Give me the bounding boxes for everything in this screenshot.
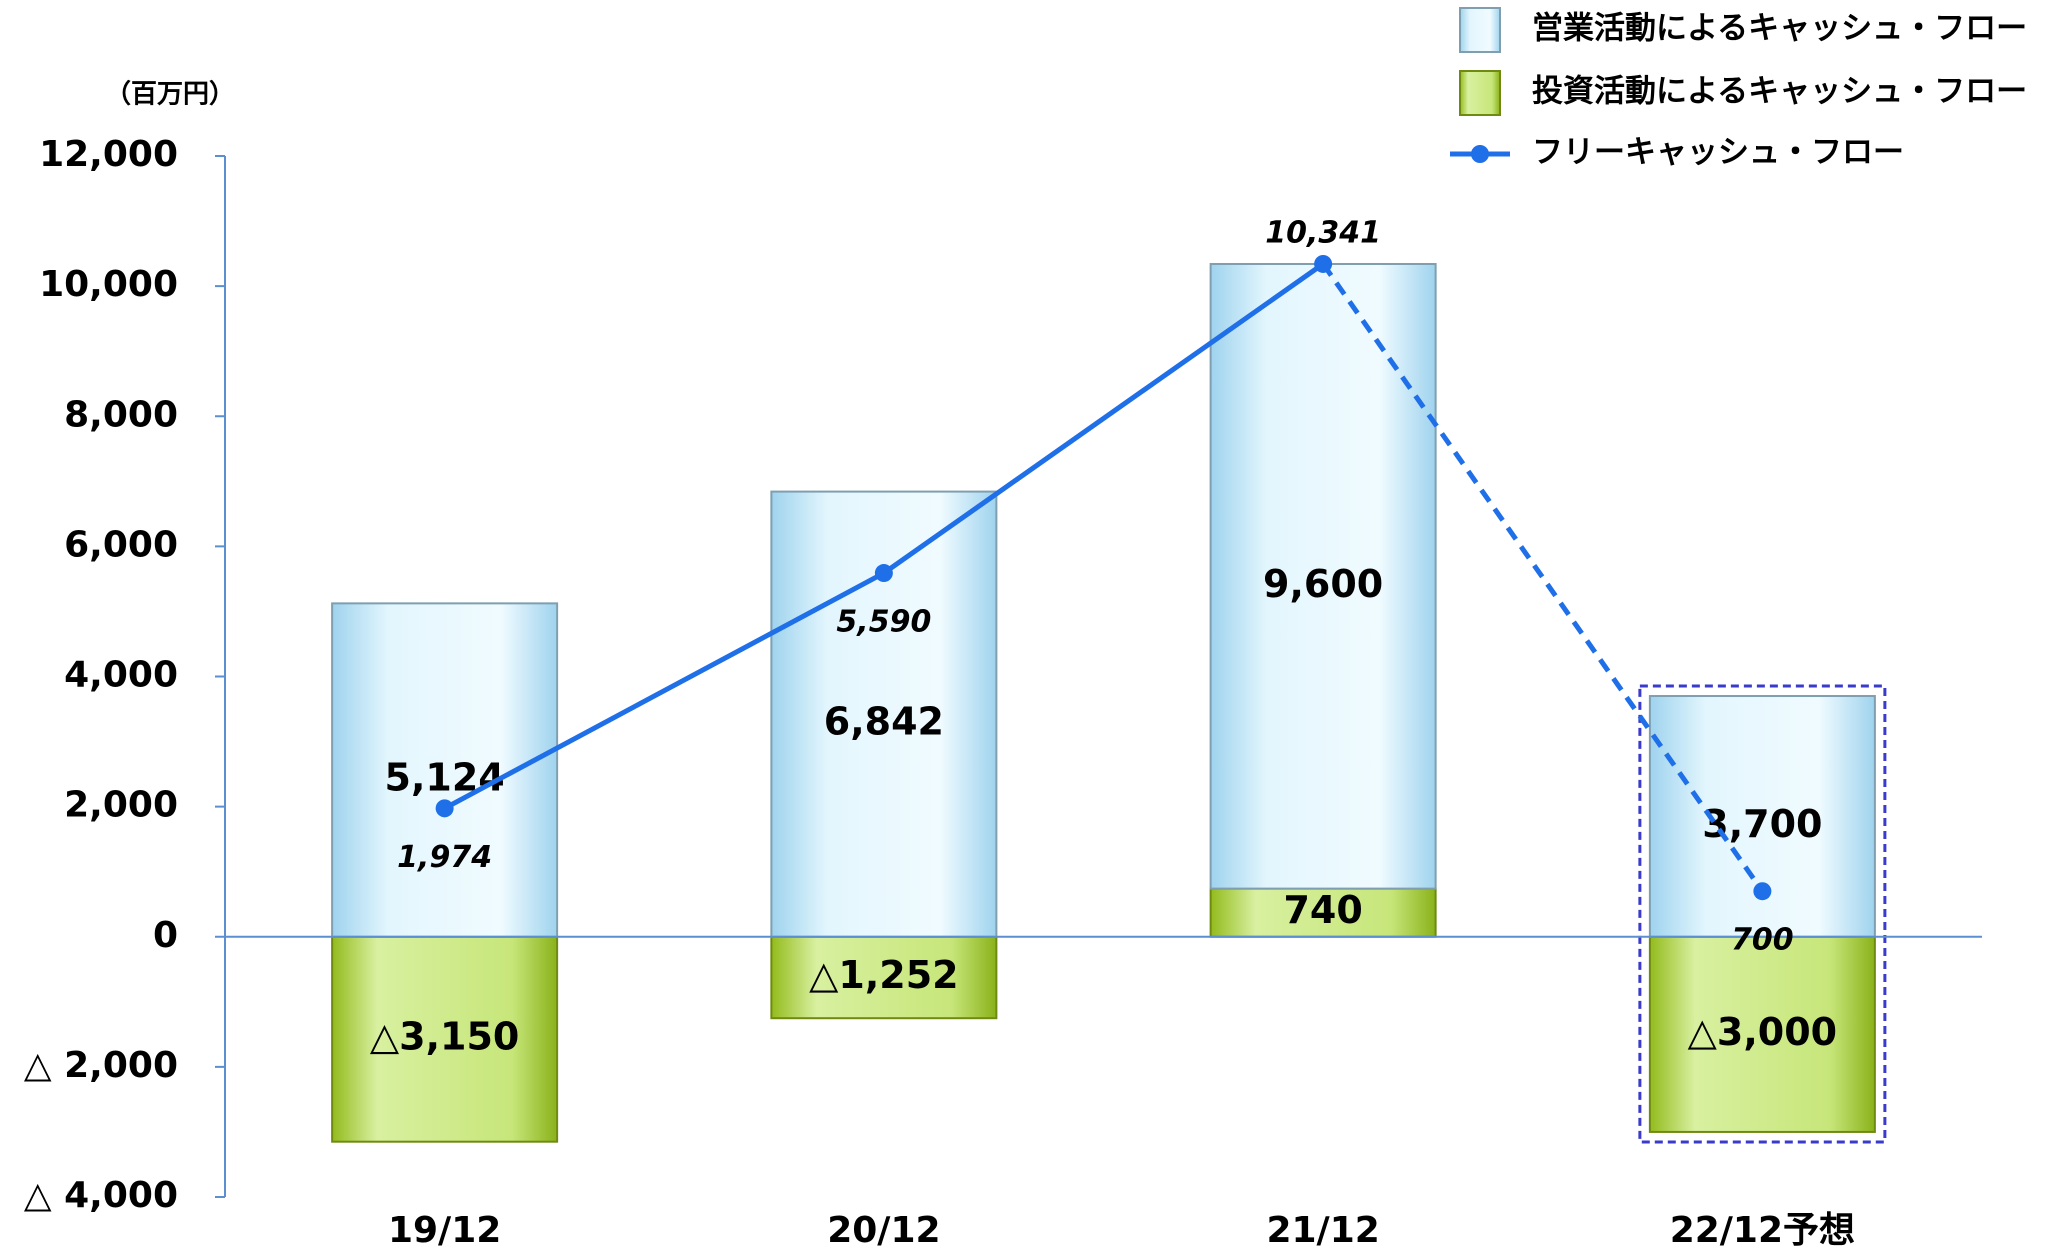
legend-point [1471, 145, 1489, 163]
y-tick-label: 6,000 [64, 524, 178, 565]
fcf-label: 700 [1731, 923, 1794, 958]
operating-label: 6,842 [824, 700, 944, 744]
legend-label: 営業活動によるキャッシュ・フロー [1532, 11, 2027, 47]
legend-swatch [1459, 70, 1501, 116]
operating-label: 3,700 [1702, 802, 1822, 846]
investing-label: △3,150 [370, 1015, 519, 1059]
investing-bar [770, 935, 998, 1020]
x-tick-label: 20/12 [827, 1210, 940, 1250]
fcf-line-segment [1321, 262, 1765, 893]
operating-label: 5,124 [385, 756, 505, 800]
y-axis-unit: （百万円） [105, 80, 235, 110]
fcf-line-segment [882, 261, 1325, 576]
x-tick-label: 21/12 [1266, 1210, 1379, 1250]
investing-label: △1,252 [809, 953, 958, 997]
y-tick-label: △ 2,000 [24, 1045, 178, 1086]
y-tick-label: 10,000 [39, 264, 178, 305]
investing-bar [1648, 935, 1876, 1133]
legend-label: 投資活動によるキャッシュ・フロー [1532, 74, 2027, 110]
y-tick-label: 2,000 [64, 785, 178, 826]
x-tick-label: 19/12 [388, 1210, 501, 1250]
y-tick-label: △ 4,000 [24, 1175, 178, 1216]
fcf-label: 10,341 [1265, 215, 1381, 250]
operating-label: 9,600 [1263, 562, 1383, 606]
fcf-point [435, 799, 454, 818]
y-tick-label: 12,000 [39, 134, 178, 175]
investing-bar [1209, 887, 1437, 938]
fcf-line-segment [443, 570, 886, 811]
fcf-point [1314, 254, 1333, 273]
x-tick-label: 22/12予想 [1670, 1210, 1855, 1250]
investing-label: △3,000 [1688, 1010, 1837, 1054]
y-tick-label: 8,000 [64, 394, 178, 435]
forecast-box [1638, 684, 1887, 1144]
investing-label: 740 [1283, 888, 1362, 932]
y-tick-label: 4,000 [64, 655, 178, 696]
fcf-label: 1,974 [397, 840, 492, 875]
y-tick-label: 0 [153, 915, 178, 956]
legend-swatch [1459, 7, 1501, 53]
fcf-point [874, 564, 893, 583]
legend-label: フリーキャッシュ・フロー [1532, 135, 1904, 171]
fcf-label: 5,590 [836, 605, 931, 640]
fcf-point [1753, 882, 1772, 901]
